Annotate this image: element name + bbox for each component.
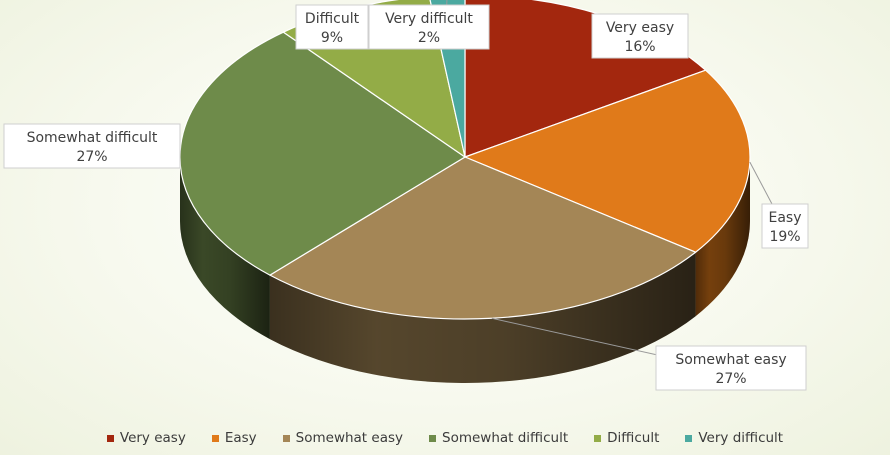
legend-swatch <box>106 434 114 442</box>
leader-line-1 <box>749 161 773 205</box>
legend-swatch <box>211 434 219 442</box>
data-label-box-2 <box>655 345 807 391</box>
data-label-category: Easy <box>768 210 801 226</box>
legend-swatch <box>594 434 602 442</box>
legend-item: Somewhat easy <box>282 430 403 446</box>
data-label-value: 27% <box>715 371 746 387</box>
legend-label: Easy <box>224 430 257 446</box>
legend-label: Very difficult <box>698 430 784 446</box>
pie-chart-plot: Very easy 16% Easy 19% Somewhat easy 27% Somew… <box>3 0 809 391</box>
chart-legend: Very easy Easy Somewhat easy Somewhat diffi… <box>0 430 890 446</box>
data-label-box-4 <box>295 4 369 50</box>
data-label-category: Very difficult <box>385 11 473 27</box>
pie-side-shade-1 <box>695 157 750 317</box>
pie-side-shade-3 <box>180 157 270 340</box>
data-label-box-0 <box>591 13 689 59</box>
data-label-value: 16% <box>624 39 655 55</box>
legend-swatch <box>282 434 290 442</box>
data-label-value: 19% <box>769 229 800 245</box>
pie-slice-somewhat-easy <box>269 156 697 320</box>
data-label-category: Somewhat difficult <box>27 130 158 146</box>
legend-swatch <box>685 434 693 442</box>
data-label-value: 2% <box>418 30 440 46</box>
data-label-value: 27% <box>76 149 107 165</box>
data-label-box-5 <box>368 4 490 50</box>
data-label-category: Difficult <box>305 11 360 27</box>
data-label-box-1 <box>761 203 809 249</box>
legend-label: Somewhat easy <box>295 430 403 446</box>
legend-item: Very easy <box>106 430 186 446</box>
leader-line-2 <box>491 317 663 357</box>
legend-swatch <box>429 434 436 442</box>
legend-item: Difficult <box>594 430 659 446</box>
data-label-category: Somewhat easy <box>675 352 786 368</box>
pie-slice-easy <box>464 69 751 253</box>
pie-side-shade-2 <box>269 252 696 384</box>
data-label-box-3 <box>3 123 181 169</box>
data-label-category: Very easy <box>606 20 674 36</box>
legend-label: Somewhat difficult <box>442 430 569 446</box>
legend-label: Difficult <box>607 430 660 446</box>
legend-item: Somewhat difficult <box>429 430 568 446</box>
data-label-value: 9% <box>321 30 343 46</box>
legend-item: Easy <box>211 430 257 446</box>
legend-label: Very easy <box>119 430 186 446</box>
legend-item: Very difficult <box>685 430 783 446</box>
